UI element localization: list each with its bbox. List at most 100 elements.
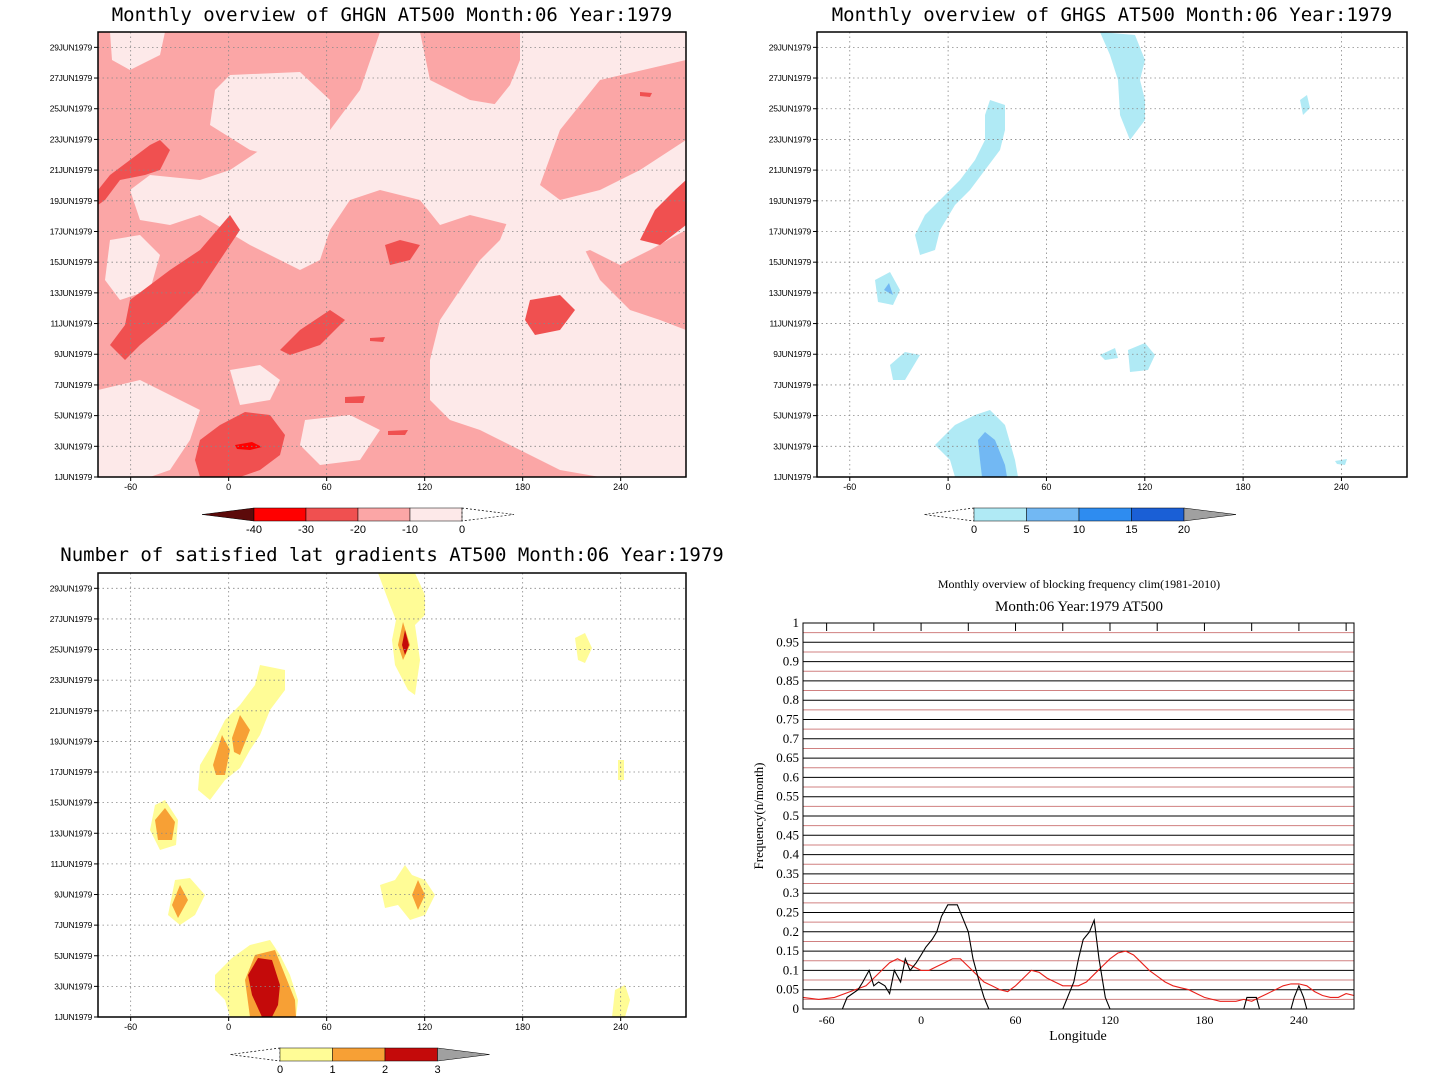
x-tick-label: 180 — [1236, 482, 1251, 492]
colorbar-end-low — [229, 1047, 281, 1062]
colorbar-end-low — [923, 507, 975, 522]
y-tick-label: 0.55 — [776, 789, 799, 804]
y-tick-label: 0.05 — [776, 982, 799, 997]
ghgs-grid — [817, 32, 1407, 478]
x-tick-label: 240 — [1290, 1013, 1308, 1027]
y-tick-label: 19JUN1979 — [50, 736, 93, 746]
y-tick-label: 13JUN1979 — [769, 288, 812, 298]
colorbar-end-high — [1183, 507, 1237, 522]
x-tick-label: 180 — [1195, 1013, 1213, 1027]
y-tick-label: 27JUN1979 — [50, 614, 93, 624]
colorbar-label: -30 — [298, 524, 314, 536]
ghgs-background — [817, 32, 1407, 477]
observed-line — [803, 904, 1354, 1010]
lat-gradients-field — [97, 572, 687, 1018]
y-tick-label: 17JUN1979 — [50, 226, 93, 236]
lat-gradients-frame — [97, 572, 687, 1018]
ghgs-light-regions — [875, 32, 1347, 477]
ghgs-title: Monthly overview of GHGS AT500 Month:06 … — [832, 4, 1393, 26]
x-tick-label: 180 — [515, 482, 530, 492]
y-tick-label: 0.65 — [776, 750, 799, 765]
ghgn-y-axis: 1JUN1979 3JUN1979 5JUN1979 7JUN1979 9JUN1979… — [50, 42, 98, 482]
y-tick-label: 0.4 — [783, 847, 800, 862]
ghgn-title: Monthly overview of GHGN AT500 Month:06 … — [112, 4, 673, 26]
x-tick-label: 180 — [515, 1022, 530, 1032]
y-tick-label: 21JUN1979 — [769, 165, 812, 175]
y-tick-label: 0 — [793, 1001, 800, 1016]
blocking-title: Monthly overview of blocking frequency c… — [938, 577, 1220, 591]
y-tick-label: 1JUN1979 — [773, 472, 811, 482]
y-tick-label: 0.9 — [783, 654, 799, 669]
x-tick-label: 240 — [1334, 482, 1349, 492]
x-tick-label: -60 — [124, 1022, 137, 1032]
y-tick-label: 9JUN1979 — [773, 349, 811, 359]
y-tick-label: 1JUN1979 — [54, 1012, 92, 1022]
y-tick-label: 1JUN1979 — [54, 472, 92, 482]
x-tick-label: -60 — [843, 482, 856, 492]
y-tick-label: 23JUN1979 — [50, 675, 93, 685]
ghgn-mid-regions — [98, 92, 686, 477]
y-tick-label: 1 — [793, 615, 800, 630]
blocking-frame — [802, 622, 1355, 1010]
colorbar-swatch — [384, 1047, 438, 1062]
x-tick-label: 60 — [322, 1022, 332, 1032]
y-tick-label: 5JUN1979 — [54, 951, 92, 961]
x-tick-label: 0 — [226, 482, 231, 492]
y-tick-label: 3JUN1979 — [54, 441, 92, 451]
colorbar-label: -10 — [402, 524, 418, 536]
x-tick-label: 60 — [322, 482, 332, 492]
y-tick-label: 19JUN1979 — [769, 196, 812, 206]
y-tick-label: 0.3 — [783, 885, 799, 900]
blocking-series — [802, 904, 1355, 1010]
colorbar-swatch — [409, 507, 463, 522]
blocking-x-axis: -60 0 60 120 180 240 — [819, 623, 1347, 1027]
y-tick-label: 5JUN1979 — [54, 411, 92, 421]
x-tick-label: 120 — [1137, 482, 1152, 492]
lat-level3-regions — [248, 630, 409, 1017]
blocking-y-axis: 0 0.05 0.1 0.15 0.2 0.25 0.3 0.35 0.4 0.45 0.5 0.55… — [776, 615, 799, 1016]
lat-gradients-x-axis: -60 0 60 120 180 240 — [124, 1017, 628, 1032]
y-tick-label: 23JUN1979 — [50, 134, 93, 144]
colorbar-swatch — [357, 507, 411, 522]
x-tick-label: 0 — [918, 1013, 924, 1027]
y-tick-label: 11JUN1979 — [50, 859, 92, 869]
y-tick-label: 13JUN1979 — [50, 288, 93, 298]
colorbar-swatch — [1078, 507, 1132, 522]
y-tick-label: 3JUN1979 — [54, 981, 92, 991]
ghgn-x-axis: -60 0 60 120 180 240 — [124, 477, 628, 492]
colorbar-label: 0 — [971, 524, 977, 536]
x-tick-label: 240 — [613, 1022, 628, 1032]
y-tick-label: 11JUN1979 — [769, 319, 811, 329]
y-tick-label: 7JUN1979 — [54, 380, 92, 390]
ghgn-grid — [98, 32, 686, 478]
ghgs-field — [816, 31, 1408, 478]
x-tick-label: 120 — [1101, 1013, 1119, 1027]
y-tick-label: 0.6 — [783, 769, 800, 784]
y-tick-label: 29JUN1979 — [50, 42, 93, 52]
x-tick-label: -60 — [819, 1013, 835, 1027]
ghgs-x-axis: -60 0 60 120 180 240 — [843, 477, 1349, 492]
blocking-xlabel: Longitude — [1049, 1029, 1107, 1044]
y-tick-label: 21JUN1979 — [50, 706, 93, 716]
blocking-frequency-panel: Monthly overview of blocking frequency c… — [751, 577, 1355, 1044]
y-tick-label: 25JUN1979 — [50, 645, 93, 655]
ghgn-frame — [97, 31, 687, 478]
x-tick-label: 60 — [1010, 1013, 1022, 1027]
colorbar-swatch — [279, 1047, 333, 1062]
ghgn-field — [97, 31, 687, 478]
x-tick-label: 0 — [946, 482, 951, 492]
lat-gradients-panel: Number of satisfied lat gradients AT500 … — [50, 544, 724, 1076]
y-tick-label: 0.7 — [783, 731, 800, 746]
colorbar-label: 5 — [1023, 524, 1029, 536]
ghgs-colorbar: 0 5 10 15 20 — [923, 507, 1237, 536]
climatology-line — [802, 950, 1355, 1002]
colorbar-label: 15 — [1125, 524, 1137, 536]
y-tick-label: 23JUN1979 — [769, 134, 812, 144]
y-tick-label: 0.75 — [776, 712, 799, 727]
y-tick-label: 25JUN1979 — [50, 104, 93, 114]
lat-gradients-y-axis: 1JUN1979 3JUN1979 5JUN1979 7JUN1979 9JUN1979… — [50, 583, 98, 1022]
x-tick-label: -60 — [124, 482, 137, 492]
colorbar-label: 20 — [1178, 524, 1190, 536]
ghgn-light-regions — [98, 32, 686, 477]
